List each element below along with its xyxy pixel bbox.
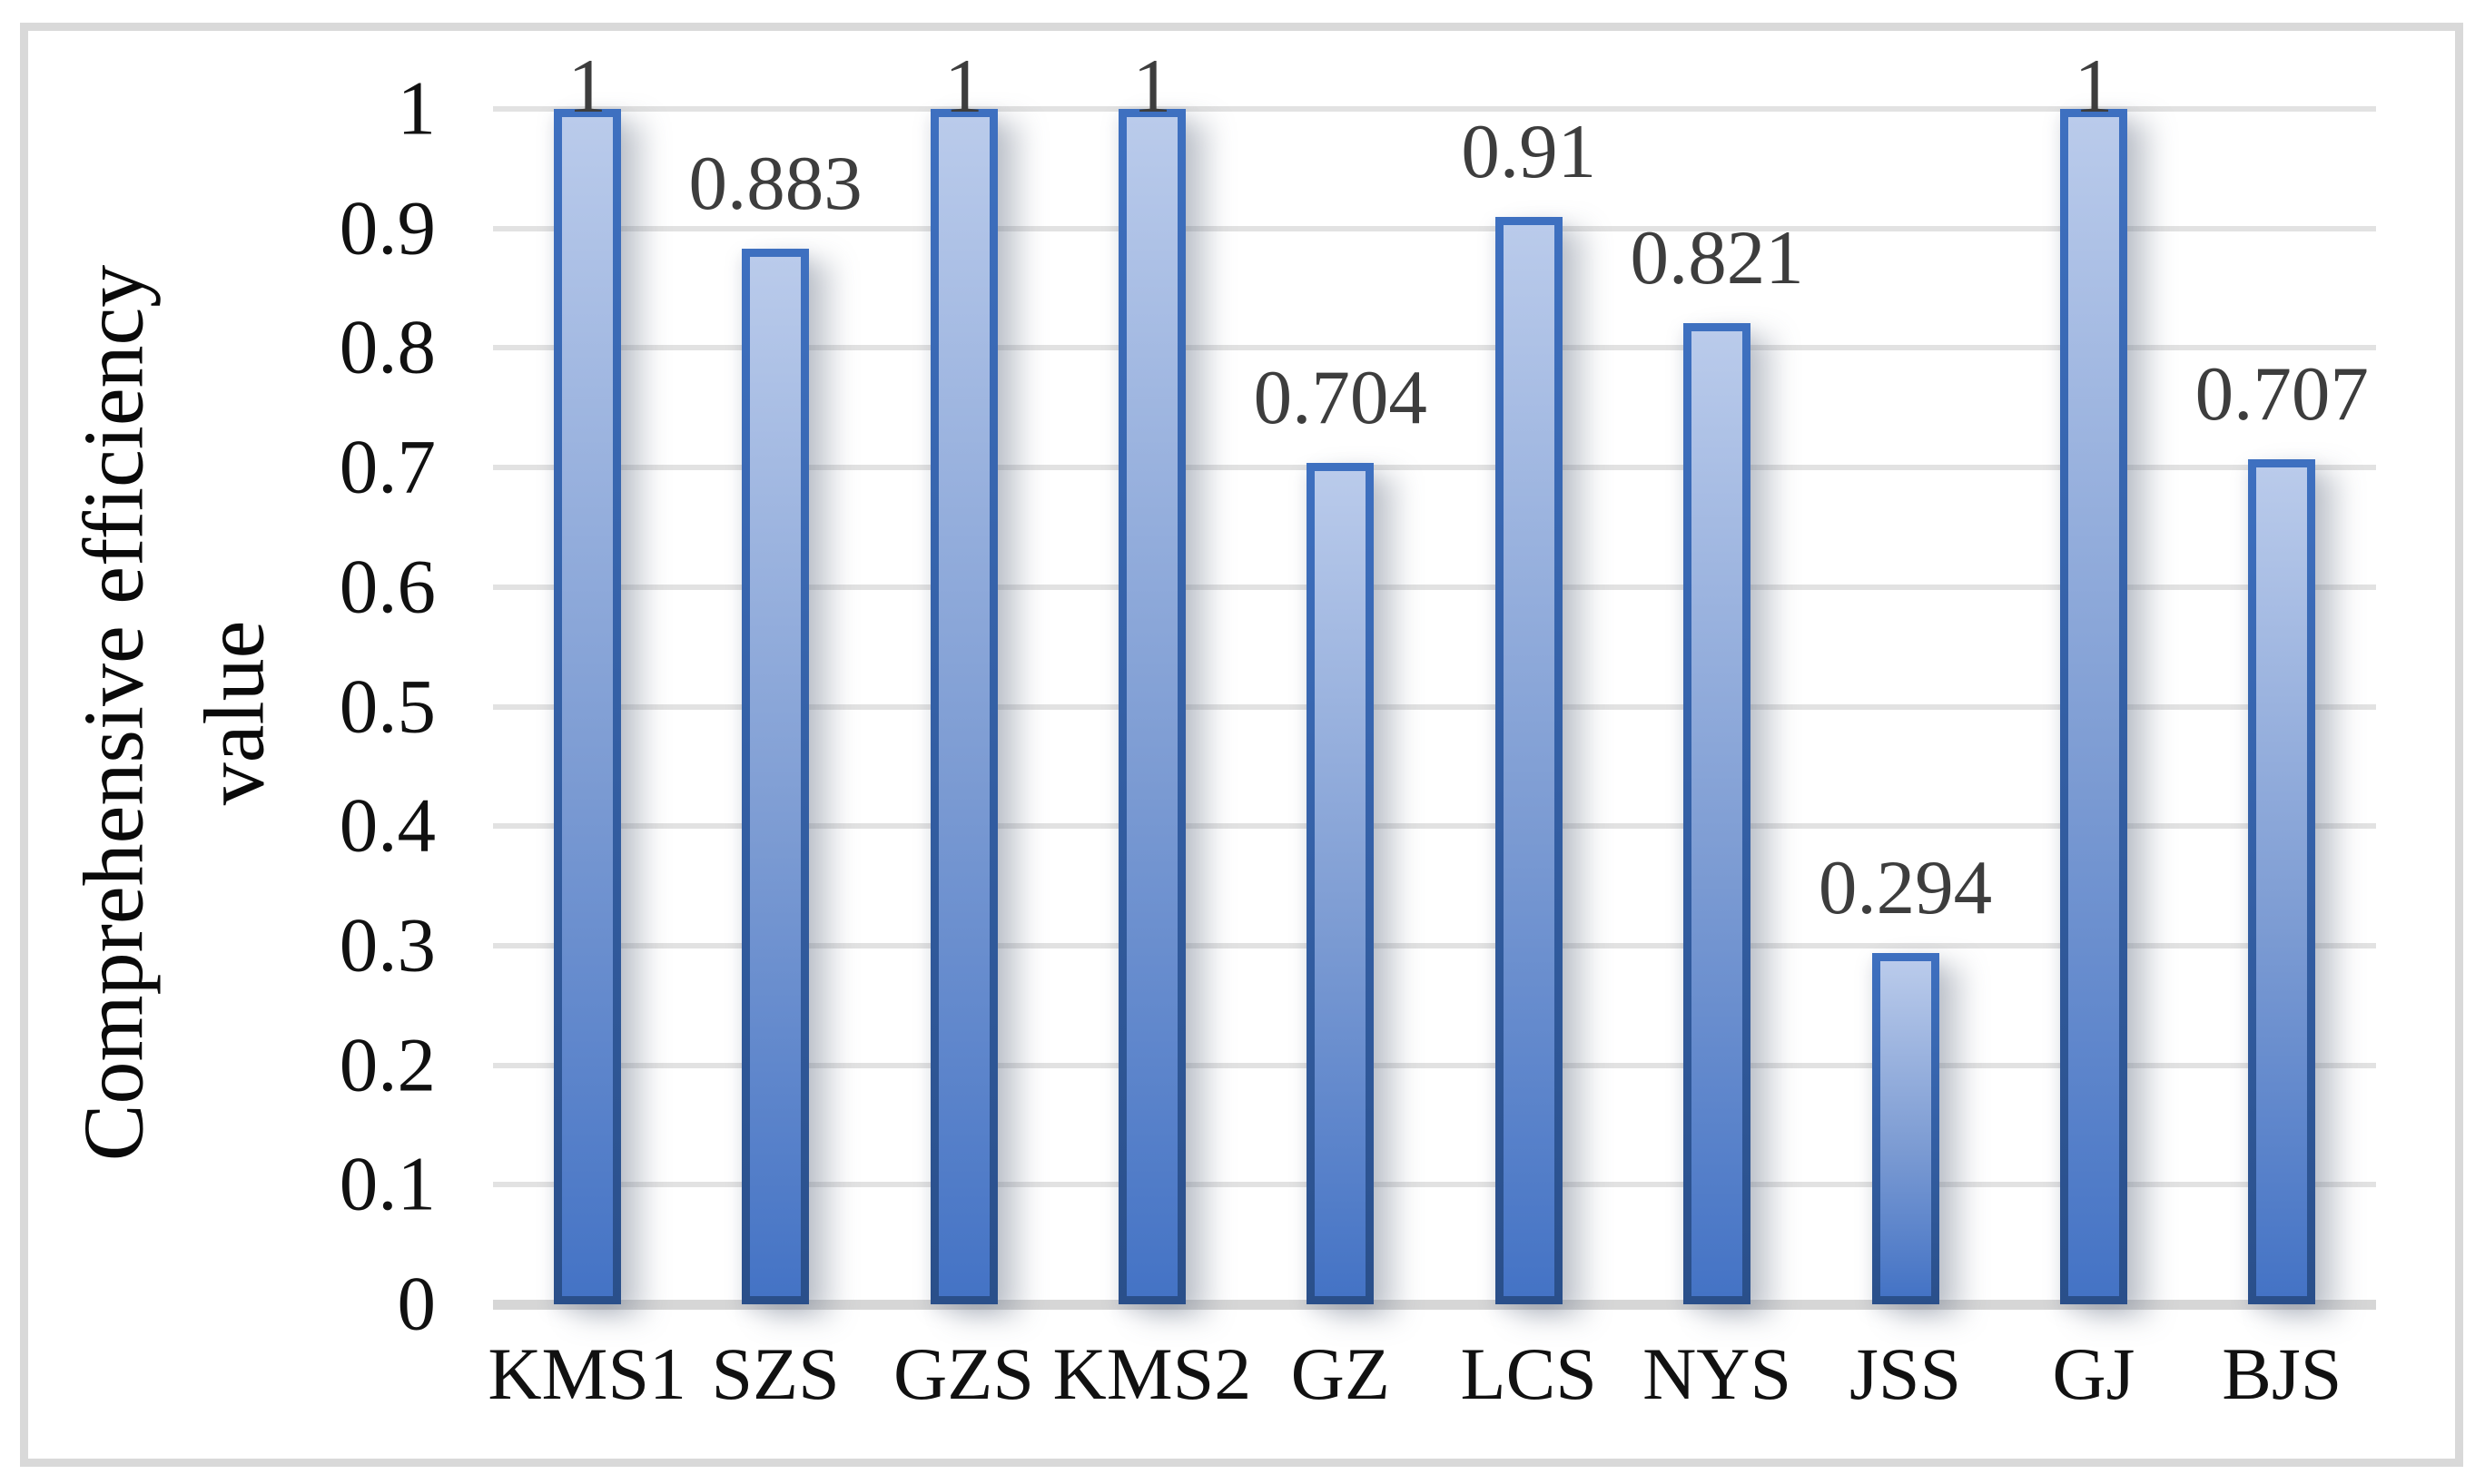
gridline (493, 465, 2376, 471)
bar-value-label: 1 (1132, 44, 1172, 129)
gridline (493, 823, 2376, 830)
bar-kms1 (554, 109, 621, 1304)
x-category-label: JSS (1849, 1332, 1962, 1415)
y-axis-ticks: 0 0.1 0.2 0.3 0.4 0.5 0.6 0.7 0.8 0.9 1 (0, 70, 437, 1342)
bar-szs (742, 249, 809, 1304)
x-category-label: GZ (1290, 1332, 1390, 1415)
bar-value-label: 0.704 (1253, 354, 1427, 440)
y-tick-label: 0.3 (339, 902, 436, 988)
gridline (493, 942, 2376, 948)
gridline (493, 345, 2376, 351)
y-tick-label: 0.9 (339, 185, 436, 271)
bar-value-label: 1 (567, 44, 606, 129)
bar-gz (1307, 463, 1374, 1304)
x-category-label: GJ (2052, 1332, 2135, 1415)
bar-value-label: 0.294 (1818, 844, 1993, 930)
bar-value-label: 0.707 (2194, 350, 2369, 437)
gridline (493, 225, 2376, 231)
y-tick-label: 0.1 (339, 1141, 436, 1227)
bar-value-label: 0.91 (1461, 108, 1597, 194)
y-tick-label: 1 (397, 65, 437, 152)
y-tick-label: 0.6 (339, 544, 436, 630)
y-tick-label: 0.8 (339, 304, 436, 390)
plot-area: 1 KMS1 0.883 SZS 1 GZS 1 KMS2 0.704 GZ 0.91 LCS 0.82… (488, 48, 2376, 1411)
y-tick-label: 0.5 (339, 663, 436, 749)
bar-gzs (931, 109, 998, 1304)
x-category-label: SZS (711, 1332, 840, 1415)
bar-lcs (1495, 217, 1563, 1304)
chart-frame (20, 23, 2463, 1467)
bar-jss (1872, 953, 1939, 1304)
x-category-label: NYS (1642, 1332, 1792, 1415)
gridline (493, 106, 2376, 112)
bar-kms2 (1119, 109, 1186, 1304)
bar-nys (1683, 323, 1750, 1304)
bar-value-label: 1 (944, 44, 983, 129)
x-category-label: KMS1 (488, 1332, 687, 1415)
x-category-label: BJS (2222, 1332, 2342, 1415)
x-axis-line (493, 1300, 2376, 1310)
bar-value-label: 1 (2074, 44, 2114, 129)
x-category-label: GZS (893, 1332, 1034, 1415)
x-category-label: KMS2 (1052, 1332, 1252, 1415)
bar-value-label: 0.821 (1630, 214, 1804, 300)
y-tick-label: 0.2 (339, 1022, 436, 1108)
y-tick-label: 0.4 (339, 782, 436, 869)
gridline (493, 703, 2376, 710)
y-tick-label: 0.7 (339, 424, 436, 510)
bar-bjs (2248, 459, 2315, 1304)
x-category-label: LCS (1460, 1332, 1597, 1415)
bar-gj (2060, 109, 2127, 1304)
gridline (493, 1062, 2376, 1068)
gridline (493, 1182, 2376, 1188)
gridline (493, 584, 2376, 590)
y-tick-label: 0 (397, 1261, 437, 1347)
bar-value-label: 0.883 (688, 141, 863, 227)
